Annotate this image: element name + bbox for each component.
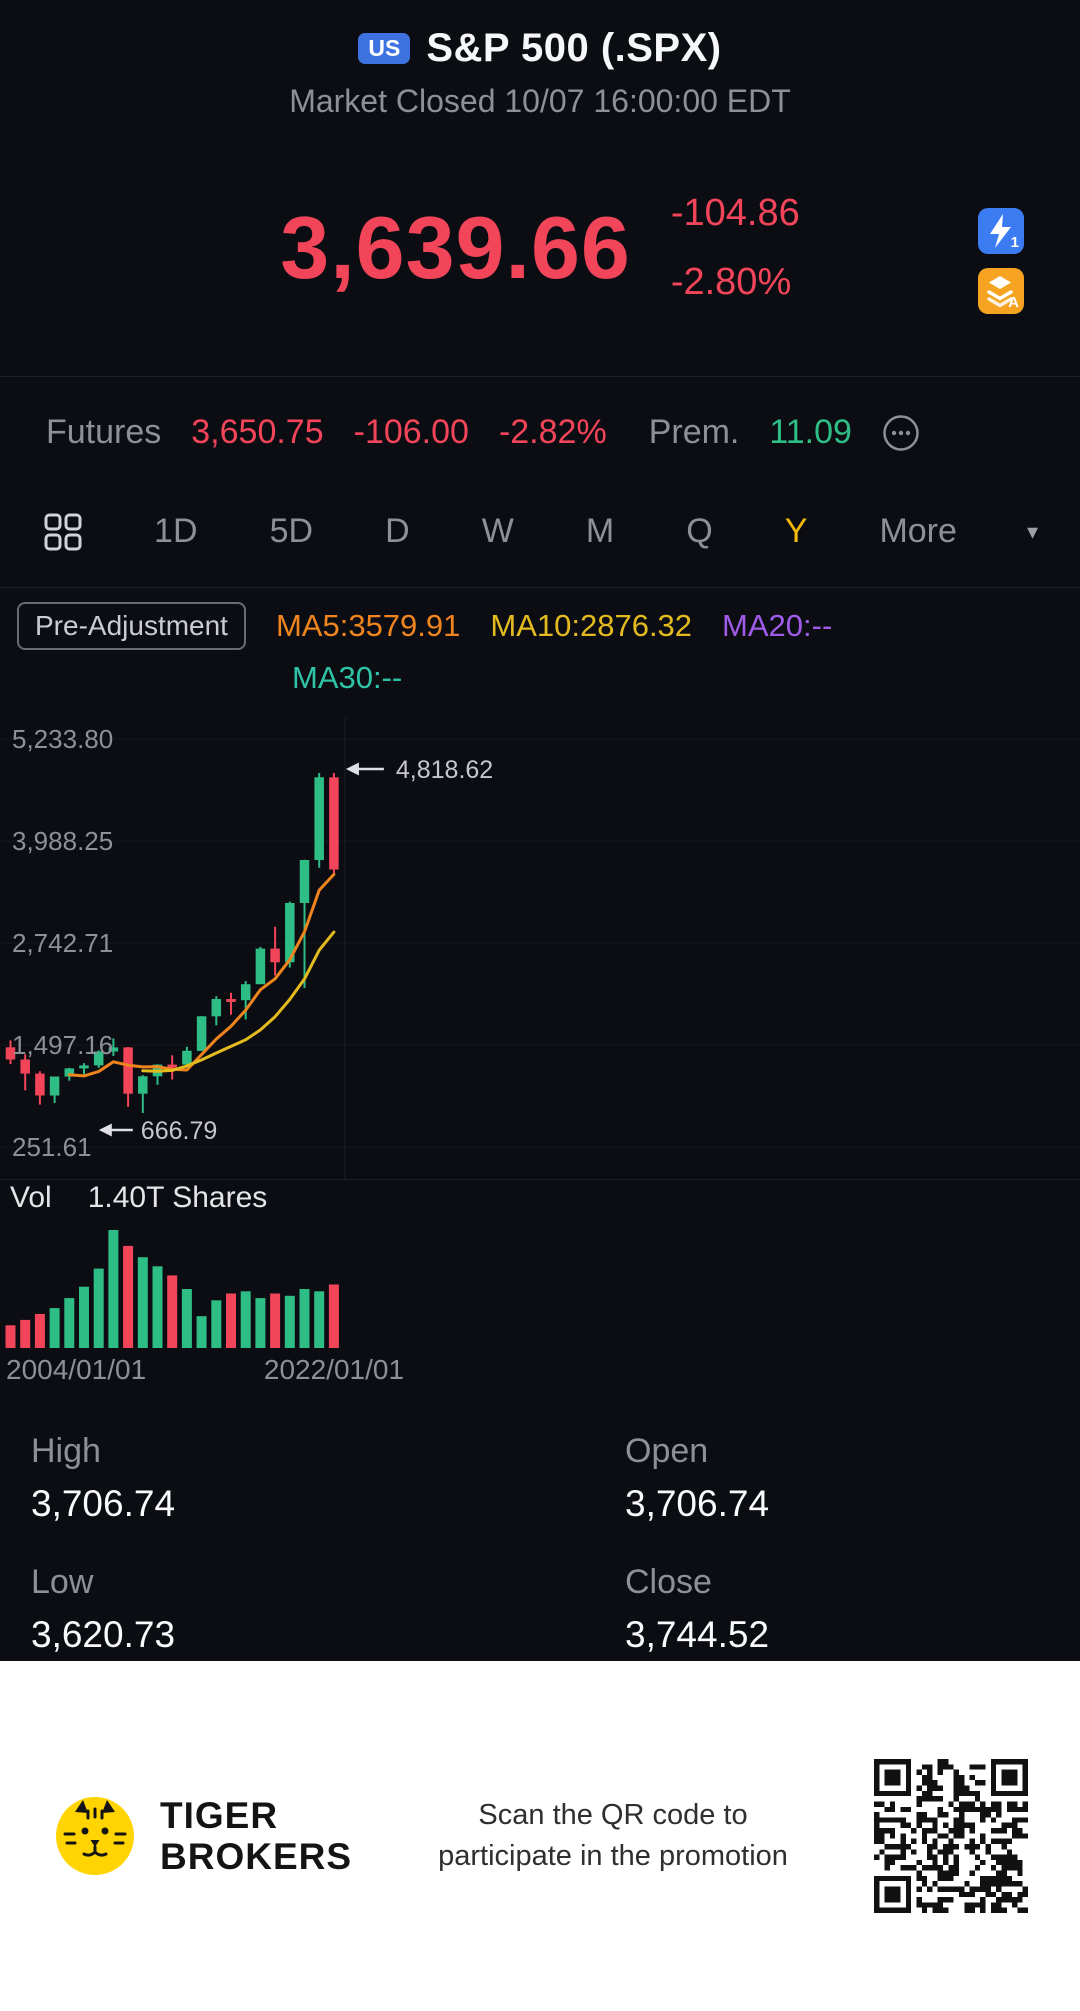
x-axis-label-first: 2004/01/01 (6, 1354, 147, 1385)
ma20-legend: MA20:-- (722, 608, 833, 643)
brand-name-line1: TIGER (160, 1794, 279, 1836)
tab-week[interactable]: W (480, 506, 516, 557)
chart-area: 5,233.80 3,988.25 2,742.71 1,497.16 251.61 4,… (0, 718, 1080, 1392)
svg-text:251.61: 251.61 (12, 1132, 92, 1162)
stat-high-value: 3,706.74 (31, 1483, 176, 1524)
period-tabs: 1D 5D D W M Q Y More ▾ (0, 476, 1080, 588)
promo-text: Scan the QR code to participate in the p… (352, 1795, 874, 1876)
svg-text:666.79: 666.79 (141, 1117, 217, 1145)
qr-code (874, 1759, 1028, 1913)
x-axis: 2004/01/01 2022/01/01 (0, 1348, 1080, 1392)
futures-change-percent: -2.82% (498, 413, 607, 451)
svg-text:1,497.16: 1,497.16 (12, 1030, 113, 1060)
premium-value: 11.09 (769, 413, 852, 451)
pre-adjustment-toggle[interactable]: Pre-Adjustment (17, 602, 246, 650)
more-periods-button[interactable]: More (877, 506, 958, 557)
title-row: US S&P 500 (.SPX) (0, 26, 1080, 71)
ellipsis-icon (883, 414, 919, 451)
tab-5d[interactable]: 5D (268, 506, 315, 557)
futures-price: 3,650.75 (191, 413, 324, 451)
svg-text:5,233.80: 5,233.80 (12, 724, 113, 754)
grid-icon (44, 513, 82, 550)
indicator-row-1: Pre-Adjustment MA5:3579.91 MA10:2876.32 … (17, 602, 1063, 650)
futures-more-button[interactable] (882, 414, 920, 452)
ma10-legend: MA10:2876.32 (490, 608, 693, 643)
indicator-row-2: MA30:-- (292, 660, 1063, 696)
ma5-legend: MA5:3579.91 (275, 608, 461, 643)
quote-section: 3,639.66 -104.86 -2.80% 1 A (0, 120, 1080, 376)
tab-month[interactable]: M (584, 506, 616, 557)
volume-chart[interactable] (0, 1220, 1080, 1348)
brand-name-line2: BROKERS (160, 1836, 353, 1877)
volume-readout: Vol 1.40T Shares (0, 1180, 1080, 1216)
header: US S&P 500 (.SPX) Market Closed 10/07 16… (0, 0, 1080, 120)
symbol-title: S&P 500 (.SPX) (426, 26, 722, 70)
last-price: 3,639.66 (280, 198, 631, 297)
exchange-badge: US (358, 33, 411, 64)
brand-name: TIGER BROKERS (160, 1795, 352, 1878)
indicator-legend: Pre-Adjustment MA5:3579.91 MA10:2876.32 … (0, 588, 1080, 704)
quote-side-icons: 1 A (978, 208, 1024, 314)
svg-text:3,988.25: 3,988.25 (12, 826, 113, 856)
svg-text:4,818.62: 4,818.62 (396, 756, 493, 784)
depth-quote-button[interactable]: A (978, 268, 1024, 314)
promo-line2: participate in the promotion (438, 1840, 788, 1872)
price-change-block: -104.86 -2.80% (671, 192, 800, 304)
futures-row[interactable]: Futures 3,650.75 -106.00 -2.82% Prem. 11… (0, 376, 1080, 476)
tab-day[interactable]: D (383, 506, 412, 557)
stat-high-label: High (31, 1432, 101, 1470)
svg-text:2,742.71: 2,742.71 (12, 928, 113, 958)
price-change: -104.86 (670, 192, 800, 234)
stat-low-label: Low (31, 1563, 94, 1601)
stat-close-value: 3,744.52 (625, 1614, 770, 1655)
stat-open: Open 3,706.74 (625, 1432, 1080, 1525)
tab-1d[interactable]: 1D (152, 506, 199, 557)
ohlc-stats: High 3,706.74 Open 3,706.74 Low 3,620.73… (0, 1392, 1080, 1656)
futures-label: Futures (46, 413, 162, 451)
chevron-down-icon: ▾ (1026, 518, 1038, 544)
tiger-brokers-logo (56, 1797, 134, 1875)
stat-high: High 3,706.74 (31, 1432, 625, 1525)
stat-open-value: 3,706.74 (625, 1483, 770, 1524)
stat-low-value: 3,620.73 (31, 1614, 176, 1655)
tab-quarter[interactable]: Q (684, 506, 714, 557)
premium-label: Prem. (648, 413, 740, 451)
price-change-percent: -2.80% (670, 261, 792, 303)
depth-market-badge: A (1008, 294, 1019, 311)
x-axis-label-last: 2022/01/01 (263, 1354, 405, 1385)
stat-low: Low 3,620.73 (31, 1563, 625, 1656)
layers-icon (978, 268, 1024, 314)
stat-open-label: Open (625, 1432, 709, 1470)
tab-year[interactable]: Y (783, 506, 810, 557)
candlestick-chart[interactable]: 5,233.80 3,988.25 2,742.71 1,497.16 251.61 4,… (0, 718, 1080, 1180)
brand: TIGER BROKERS (52, 1793, 352, 1879)
promo-footer: TIGER BROKERS Scan the QR code to partic… (0, 1661, 1080, 2011)
lightning-icon (978, 208, 1024, 254)
stat-close: Close 3,744.52 (625, 1563, 1080, 1656)
promo-line1: Scan the QR code to (478, 1799, 748, 1832)
market-status: Market Closed 10/07 16:00:00 EDT (289, 83, 791, 119)
futures-change: -106.00 (353, 413, 469, 451)
ma30-legend: MA30:-- (292, 660, 403, 695)
flash-level-badge: 1 (1010, 234, 1019, 251)
stat-close-label: Close (625, 1563, 712, 1601)
volume-label: Vol (10, 1181, 52, 1214)
flash-quote-button[interactable]: 1 (978, 208, 1024, 254)
chart-layout-button[interactable] (42, 511, 84, 553)
volume-value: 1.40T Shares (87, 1181, 268, 1214)
